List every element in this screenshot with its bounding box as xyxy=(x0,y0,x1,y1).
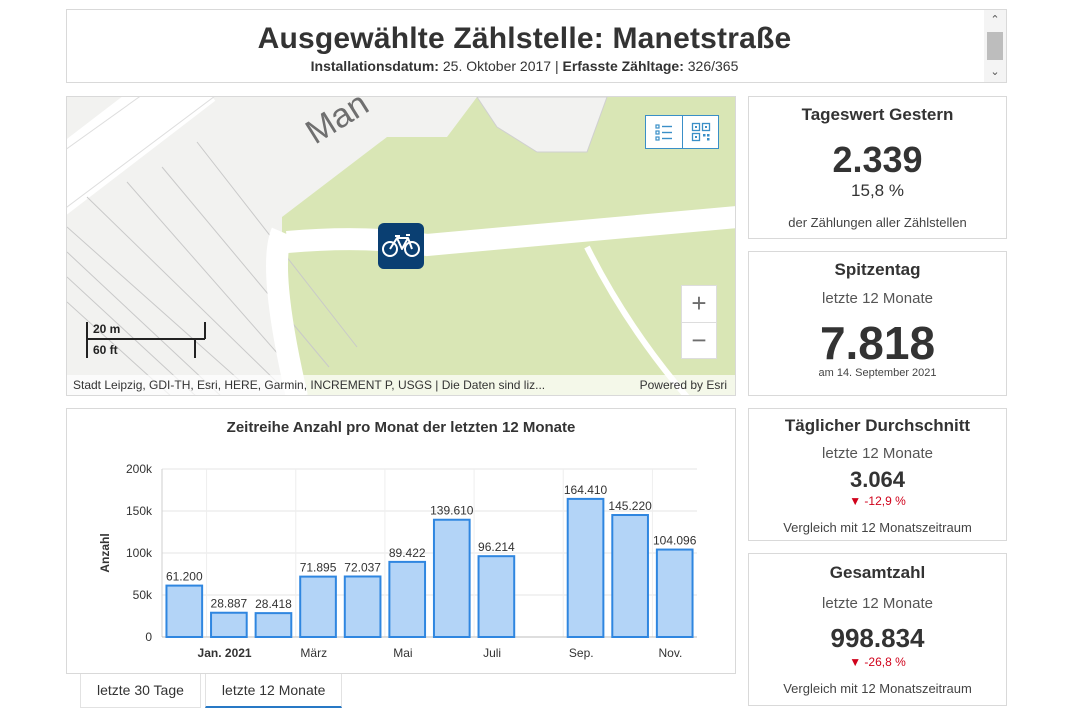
kpi-percent: 15,8 % xyxy=(851,181,904,200)
header-subtitle: Installationsdatum: 25. Oktober 2017 | E… xyxy=(67,58,982,74)
x-tick-label: Nov. xyxy=(659,646,683,660)
bar-value-label: 28.887 xyxy=(211,597,248,611)
x-tick-label: Jan. 2021 xyxy=(198,646,252,660)
zoom-controls: + − xyxy=(681,285,717,359)
kpi-note: Vergleich mit 12 Monatszeitraum xyxy=(783,520,972,535)
days-value: 326/365 xyxy=(683,58,739,74)
bar-value-label: 28.418 xyxy=(255,597,292,611)
kpi-value: 998.834 xyxy=(830,623,925,653)
x-tick-label: Mai xyxy=(393,646,412,660)
x-tick-label: Juli xyxy=(483,646,501,660)
x-tick-label: März xyxy=(300,646,327,660)
bar xyxy=(432,518,471,638)
bicycle-icon[interactable] xyxy=(378,223,424,269)
legend-list-icon[interactable] xyxy=(646,116,682,148)
tab-last-30-days[interactable]: letzte 30 Tage xyxy=(80,674,201,708)
monthly-chart-panel: Zeitreihe Anzahl pro Monat der letzten 1… xyxy=(66,408,736,674)
page-title: Ausgewählte Zählstelle: Manetstraße xyxy=(257,22,792,55)
scroll-down-icon[interactable]: ⌄ xyxy=(990,66,1000,78)
y-tick-label: 50k xyxy=(133,588,153,602)
scale-bar: 20 m 60 ft xyxy=(85,322,209,360)
bar xyxy=(165,584,204,638)
bar-chart[interactable]: 0 50k 100k 150k 200k Jan. 2021 März Mai Juli Sep.… xyxy=(67,443,735,673)
chart-title: Zeitreihe Anzahl pro Monat der letzten 1… xyxy=(226,419,576,436)
kpi-note: der Zählungen aller Zählstellen xyxy=(788,215,967,230)
install-value: 25. Oktober 2017 | xyxy=(438,58,563,74)
x-tick-label: Sep. xyxy=(569,646,594,660)
kpi-value: 3.064 xyxy=(849,467,906,492)
kpi-title: Tageswert Gestern xyxy=(801,105,954,124)
zoom-out-button[interactable]: − xyxy=(682,322,716,358)
bar-value-label: 164.410 xyxy=(564,483,608,497)
kpi-total: Gesamtzahl letzte 12 Monate 998.834 ▼ -2… xyxy=(748,553,1007,706)
install-label: Installationsdatum: xyxy=(310,58,439,74)
bar-value-label: 104.096 xyxy=(653,534,697,548)
map-attribution: Stadt Leipzig, GDI-TH, Esri, HERE, Garmi… xyxy=(67,375,735,395)
bar xyxy=(343,575,382,639)
bar-value-label: 61.200 xyxy=(166,570,203,584)
bar xyxy=(299,575,337,638)
attribution-text[interactable]: Stadt Leipzig, GDI-TH, Esri, HERE, Garmi… xyxy=(73,378,546,392)
kpi-value: 7.818 xyxy=(819,317,936,369)
y-tick-label: 200k xyxy=(126,462,153,476)
kpi-period: letzte 12 Monate xyxy=(822,445,933,462)
kpi-value: 2.339 xyxy=(832,139,923,180)
kpi-period: letzte 12 Monate xyxy=(822,595,933,612)
bar xyxy=(477,555,516,638)
y-axis-label: Anzahl xyxy=(98,533,112,572)
map-tools xyxy=(645,115,719,149)
bar xyxy=(388,560,427,638)
scale-metric-label: 20 m xyxy=(93,322,121,336)
scroll-thumb[interactable] xyxy=(987,32,1003,60)
scale-imperial-label: 60 ft xyxy=(93,343,118,357)
bar xyxy=(566,497,605,638)
kpi-title: Täglicher Durchschnitt xyxy=(784,416,971,435)
kpi-yesterday: Tageswert Gestern 2.339 15,8 % der Zählu… xyxy=(748,96,1007,239)
tab-last-12-months[interactable]: letzte 12 Monate xyxy=(204,674,343,708)
powered-by-esri[interactable]: Powered by Esri xyxy=(639,378,727,392)
kpi-change: ▼ -12,9 % xyxy=(849,494,906,508)
days-label: Erfasste Zähltage: xyxy=(562,58,684,74)
bar-value-label: 139.610 xyxy=(430,504,474,518)
y-tick-label: 100k xyxy=(126,546,153,560)
kpi-daily-average: Täglicher Durchschnitt letzte 12 Monate … xyxy=(748,408,1007,541)
kpi-title: Gesamtzahl xyxy=(829,563,926,582)
map-basemap: Man xyxy=(67,97,735,395)
kpi-title: Spitzentag xyxy=(834,260,921,279)
map-view[interactable]: Man xyxy=(66,96,736,396)
header-scrollbar[interactable]: ⌃ ⌄ xyxy=(984,10,1006,82)
period-tabs: letzte 30 Tage letzte 12 Monate xyxy=(80,674,346,708)
bar xyxy=(655,548,694,638)
bar-value-label: 89.422 xyxy=(389,546,426,560)
y-tick-label: 150k xyxy=(126,504,153,518)
bar-value-label: 145.220 xyxy=(608,499,652,513)
bar xyxy=(210,611,248,639)
zoom-in-button[interactable]: + xyxy=(691,288,707,318)
y-tick-label: 0 xyxy=(145,630,152,644)
kpi-peak-day: Spitzentag letzte 12 Monate 7.818 am 14.… xyxy=(748,251,1007,396)
header-panel: Ausgewählte Zählstelle: Manetstraße Inst… xyxy=(66,9,1007,83)
kpi-period: letzte 12 Monate xyxy=(822,290,933,307)
kpi-date: am 14. September 2021 xyxy=(818,367,937,379)
bar xyxy=(611,514,649,638)
bar-value-label: 71.895 xyxy=(300,561,337,575)
bar xyxy=(254,612,293,638)
bar-value-label: 72.037 xyxy=(344,560,381,574)
qr-code-icon[interactable] xyxy=(682,116,718,148)
scroll-up-icon[interactable]: ⌃ xyxy=(990,14,1000,26)
kpi-note: Vergleich mit 12 Monatszeitraum xyxy=(783,681,972,696)
bar-value-label: 96.214 xyxy=(478,540,515,554)
kpi-change: ▼ -26,8 % xyxy=(849,655,906,669)
